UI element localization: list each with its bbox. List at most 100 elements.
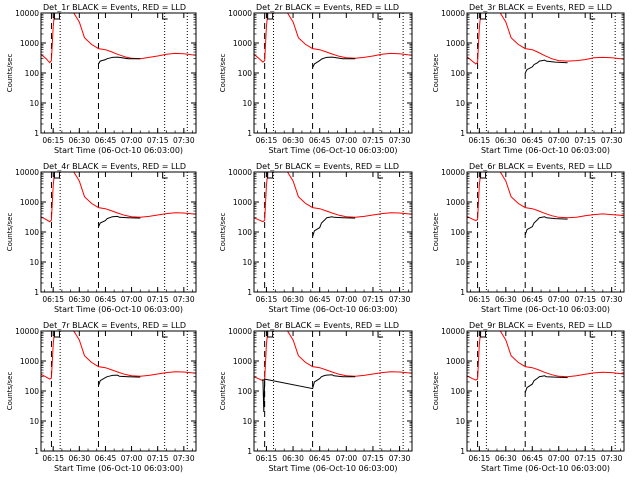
- x-tick-label: 06:15: [256, 136, 278, 145]
- y-tick-label: 1000: [446, 198, 465, 207]
- y-tick-label: 10000: [15, 9, 39, 18]
- x-tick-label: 07:00: [548, 295, 570, 304]
- y-tick-label: 10000: [228, 327, 252, 336]
- x-tick-label: 06:15: [469, 295, 491, 304]
- y-axis-label: Counts/sec: [432, 213, 440, 252]
- chart-panel-3: 1 10 100 1000 10000 06:15 06:30 06:45 07:00 07:15…: [432, 3, 625, 155]
- x-tick-label: 07:00: [121, 136, 143, 145]
- y-tick-label: 1000: [233, 39, 252, 48]
- events-series-line: [312, 216, 356, 237]
- plot-frame: [466, 171, 625, 293]
- events-series-line: [524, 59, 568, 74]
- x-tick-label: 07:30: [389, 136, 411, 145]
- x-axis-label: Start Time (06-Oct-10 06:03:00): [268, 146, 397, 155]
- x-tick-label: 07:15: [147, 136, 169, 145]
- bracket-mark: [53, 172, 60, 179]
- y-tick-label: 1000: [233, 198, 252, 207]
- bracket-mark: [480, 172, 487, 179]
- x-tick-label: 06:15: [42, 136, 64, 145]
- x-tick-label: 07:30: [173, 136, 195, 145]
- x-tick-label: 06:30: [69, 454, 91, 463]
- y-tick-label: 100: [25, 228, 40, 237]
- x-tick-label: 07:30: [601, 136, 623, 145]
- bracket-mark: [589, 331, 596, 338]
- x-tick-label: 07:00: [548, 136, 570, 145]
- chart-title: Det_6r BLACK = Events, RED = LLD: [469, 162, 612, 171]
- events-series-line: [98, 215, 141, 227]
- bracket-mark: [480, 13, 487, 20]
- x-tick-label: 07:15: [362, 295, 384, 304]
- y-tick-label: 100: [238, 228, 253, 237]
- bracket-mark: [267, 13, 274, 20]
- x-axis-label: Start Time (06-Oct-10 06:03:00): [268, 464, 397, 473]
- events-series-line: [524, 375, 568, 393]
- plot-frame: [466, 330, 625, 452]
- events-series-line: [98, 374, 141, 386]
- y-tick-label: 10000: [228, 9, 252, 18]
- x-tick-label: 06:30: [495, 454, 517, 463]
- chart-title: Det_4r BLACK = Events, RED = LLD: [43, 162, 186, 171]
- chart-panel-7: 1 10 100 1000 10000 06:15 06:30 06:45 07:00 07:15…: [6, 321, 197, 473]
- bracket-mark: [267, 331, 274, 338]
- bracket-mark: [53, 331, 60, 338]
- y-tick-label: 10000: [15, 168, 39, 177]
- x-axis-label: Start Time (06-Oct-10 06:03:00): [54, 146, 183, 155]
- bracket-mark: [480, 331, 487, 338]
- x-tick-label: 06:15: [469, 454, 491, 463]
- x-tick-label: 07:00: [548, 454, 570, 463]
- y-tick-label: 1: [460, 129, 465, 138]
- y-tick-label: 1: [247, 288, 252, 297]
- y-axis-label: Counts/sec: [6, 213, 14, 252]
- x-tick-label: 07:15: [147, 295, 169, 304]
- y-tick-label: 1000: [233, 357, 252, 366]
- y-tick-label: 10000: [441, 9, 465, 18]
- x-tick-label: 07:15: [574, 295, 596, 304]
- x-tick-label: 07:30: [389, 454, 411, 463]
- y-tick-label: 100: [451, 69, 466, 78]
- x-tick-label: 06:30: [282, 136, 304, 145]
- x-tick-label: 06:45: [95, 454, 117, 463]
- x-tick-label: 07:15: [574, 136, 596, 145]
- bracket-mark: [377, 13, 384, 20]
- plot-frame: [253, 171, 413, 293]
- x-axis-label: Start Time (06-Oct-10 06:03:00): [268, 305, 397, 314]
- y-axis-label: Counts/sec: [219, 54, 227, 93]
- x-tick-label: 06:15: [256, 454, 278, 463]
- y-axis-label: Counts/sec: [6, 54, 14, 93]
- y-tick-label: 10000: [228, 168, 252, 177]
- y-tick-label: 1: [34, 288, 39, 297]
- y-tick-label: 10: [242, 99, 252, 108]
- events-series-line: [312, 56, 356, 68]
- y-tick-label: 10: [29, 417, 39, 426]
- x-tick-label: 06:30: [495, 136, 517, 145]
- y-tick-label: 100: [238, 69, 253, 78]
- y-tick-label: 1: [247, 447, 252, 456]
- x-tick-label: 07:30: [601, 454, 623, 463]
- y-tick-label: 10: [29, 99, 39, 108]
- x-tick-label: 06:15: [42, 295, 64, 304]
- x-axis-label: Start Time (06-Oct-10 06:03:00): [481, 464, 610, 473]
- x-tick-label: 07:30: [389, 295, 411, 304]
- y-tick-label: 1000: [446, 357, 465, 366]
- x-tick-label: 06:30: [282, 295, 304, 304]
- x-tick-label: 07:15: [362, 136, 384, 145]
- y-tick-label: 10000: [15, 327, 39, 336]
- x-axis-label: Start Time (06-Oct-10 06:03:00): [54, 464, 183, 473]
- chart-panel-2: 1 10 100 1000 10000 06:15 06:30 06:45 07:00 07:15…: [219, 3, 413, 155]
- x-tick-label: 07:00: [121, 295, 143, 304]
- bracket-mark: [162, 331, 168, 338]
- chart-panel-8: 1 10 100 1000 10000 06:15 06:30 06:45 07:00 07:15…: [219, 321, 413, 473]
- x-tick-label: 07:00: [336, 136, 358, 145]
- x-tick-label: 06:45: [521, 136, 543, 145]
- y-tick-label: 1: [460, 288, 465, 297]
- chart-panel-4: 1 10 100 1000 10000 06:15 06:30 06:45 07:00 07:15…: [6, 162, 197, 314]
- x-tick-label: 07:15: [574, 454, 596, 463]
- y-axis-label: Counts/sec: [219, 213, 227, 252]
- x-tick-label: 07:15: [362, 454, 384, 463]
- plot-frame: [466, 12, 625, 134]
- events-series-line: [524, 216, 568, 236]
- plot-frame: [40, 171, 197, 293]
- plot-frame: [40, 12, 197, 134]
- y-tick-label: 1000: [446, 39, 465, 48]
